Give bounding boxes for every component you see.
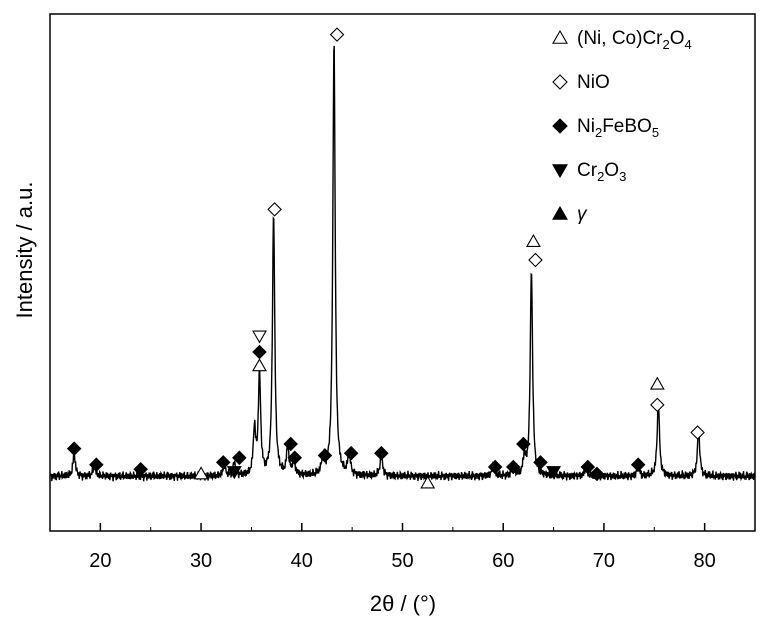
- x-tick-label: 70: [593, 550, 615, 572]
- diamond-filled-marker: [133, 462, 148, 477]
- diamond-filled-marker: [317, 448, 333, 463]
- x-tick-label: 50: [391, 550, 413, 572]
- diamond-filled-marker: [374, 445, 389, 461]
- triangle-down-filled-marker: [546, 466, 562, 480]
- x-tick-label: 20: [89, 550, 111, 572]
- diamond-filled-marker: [66, 441, 82, 456]
- diamond-open-marker: [690, 425, 705, 440]
- diamond-open-marker: [552, 74, 568, 90]
- phase-markers: [66, 27, 705, 489]
- diamond-filled-marker: [283, 436, 298, 452]
- diamond-open-marker: [329, 27, 345, 42]
- diamond-filled-marker: [580, 459, 596, 475]
- triangle-up-open-marker: [649, 376, 665, 390]
- spectrum: [50, 45, 756, 482]
- diamond-open-marker: [650, 397, 665, 413]
- x-ticks: 20 30 40 50 60 70 80: [49, 523, 756, 572]
- legend-label: γ: [577, 204, 588, 225]
- triangle-up-open-marker: [193, 466, 209, 480]
- plot-frame: [49, 13, 756, 532]
- diamond-filled-marker: [252, 344, 267, 360]
- triangle-down-open-marker: [252, 330, 267, 344]
- diamond-filled-marker: [630, 457, 646, 472]
- diamond-filled-marker: [343, 445, 359, 461]
- diamond-filled-marker: [215, 455, 231, 470]
- x-tick-label: 80: [694, 550, 716, 572]
- triangle-down-filled-marker: [226, 466, 242, 480]
- legend-label: Ni2FeBO5: [577, 116, 659, 140]
- diamond-filled-marker: [506, 459, 521, 475]
- triangle-up-open-marker: [525, 233, 541, 248]
- x-tick-label: 30: [190, 550, 212, 572]
- x-axis-title: 2θ / (°): [370, 591, 436, 616]
- triangle-up-filled-marker: [552, 205, 568, 220]
- triangle-up-open-marker: [552, 29, 568, 44]
- triangle-up-open-marker: [420, 475, 436, 489]
- diamond-open-marker: [267, 202, 282, 217]
- legend-label: (Ni, Co)Cr2O4: [577, 28, 692, 52]
- xrd-pattern-line: [50, 45, 756, 482]
- diamond-filled-marker: [287, 450, 303, 466]
- triangle-down-filled-marker: [552, 164, 568, 179]
- diamond-filled-marker: [533, 455, 548, 470]
- diamond-open-marker: [528, 252, 543, 268]
- x-tick-label: 60: [492, 550, 514, 572]
- diamond-filled-marker: [487, 459, 503, 475]
- legend-label: Cr2O3: [577, 160, 626, 184]
- x-tick-label: 40: [291, 550, 313, 572]
- triangle-up-open-marker: [252, 358, 267, 372]
- diamond-filled-marker: [232, 450, 247, 466]
- legend-label: NiO: [577, 72, 610, 93]
- diamond-filled-marker: [552, 118, 568, 134]
- legend: (Ni, Co)Cr2O4 NiO Ni2FeBO5 Cr2O3 γ: [552, 28, 692, 225]
- diamond-filled-marker: [589, 466, 605, 482]
- diamond-filled-marker: [516, 436, 531, 452]
- y-axis-title: Intensity / a.u.: [12, 182, 37, 319]
- diamond-filled-marker: [89, 457, 104, 472]
